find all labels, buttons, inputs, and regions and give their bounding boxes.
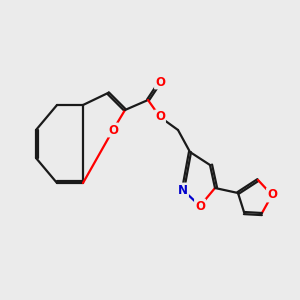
Text: O: O bbox=[108, 124, 118, 136]
Text: O: O bbox=[195, 200, 205, 212]
Text: N: N bbox=[178, 184, 188, 196]
Text: O: O bbox=[155, 76, 165, 88]
Text: O: O bbox=[155, 110, 165, 124]
Text: O: O bbox=[267, 188, 277, 202]
